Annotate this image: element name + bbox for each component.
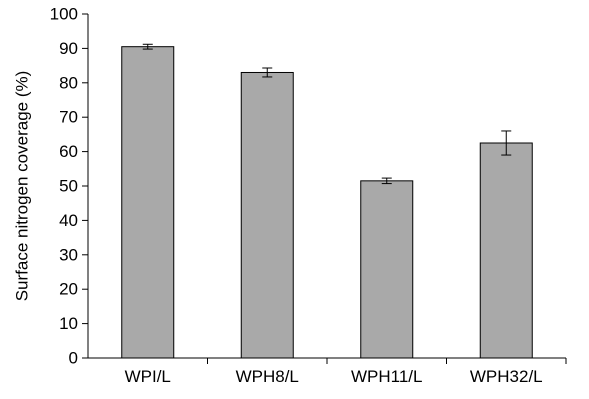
x-tick-label: WPI/L [125,367,171,386]
y-tick-label: 100 [50,5,78,24]
error-bar [142,43,153,50]
y-tick-label: 10 [59,314,78,333]
bar-layer [121,46,533,359]
y-tick-label: 0 [69,349,78,368]
y-tick-label: 40 [59,211,78,230]
y-tick-label: 30 [59,245,78,264]
x-tick-layer: WPI/L WPH8/L WPH11/L WPH32/L [125,358,567,386]
bar [360,180,414,359]
y-axis-title: Surface nitrogen coverage (%) [13,71,32,302]
y-tick-label: 80 [59,73,78,92]
bar [121,46,175,359]
y-tick-label: 90 [59,39,78,58]
x-tick-label: WPH11/L [351,367,423,386]
error-bar [501,130,512,156]
x-tick-label: WPH8/L [236,367,299,386]
y-tick-label: 50 [59,177,78,196]
error-bar-layer [142,43,512,185]
y-tick-layer: 0 10 20 30 40 50 60 70 80 90 100 [50,5,88,368]
error-bar [262,67,273,78]
bar [240,71,294,359]
y-tick-label: 60 [59,142,78,161]
bar [479,142,533,359]
y-tick-label: 70 [59,108,78,127]
error-bar [381,177,392,185]
y-tick-label: 20 [59,280,78,299]
x-tick-label: WPH32/L [470,367,543,386]
